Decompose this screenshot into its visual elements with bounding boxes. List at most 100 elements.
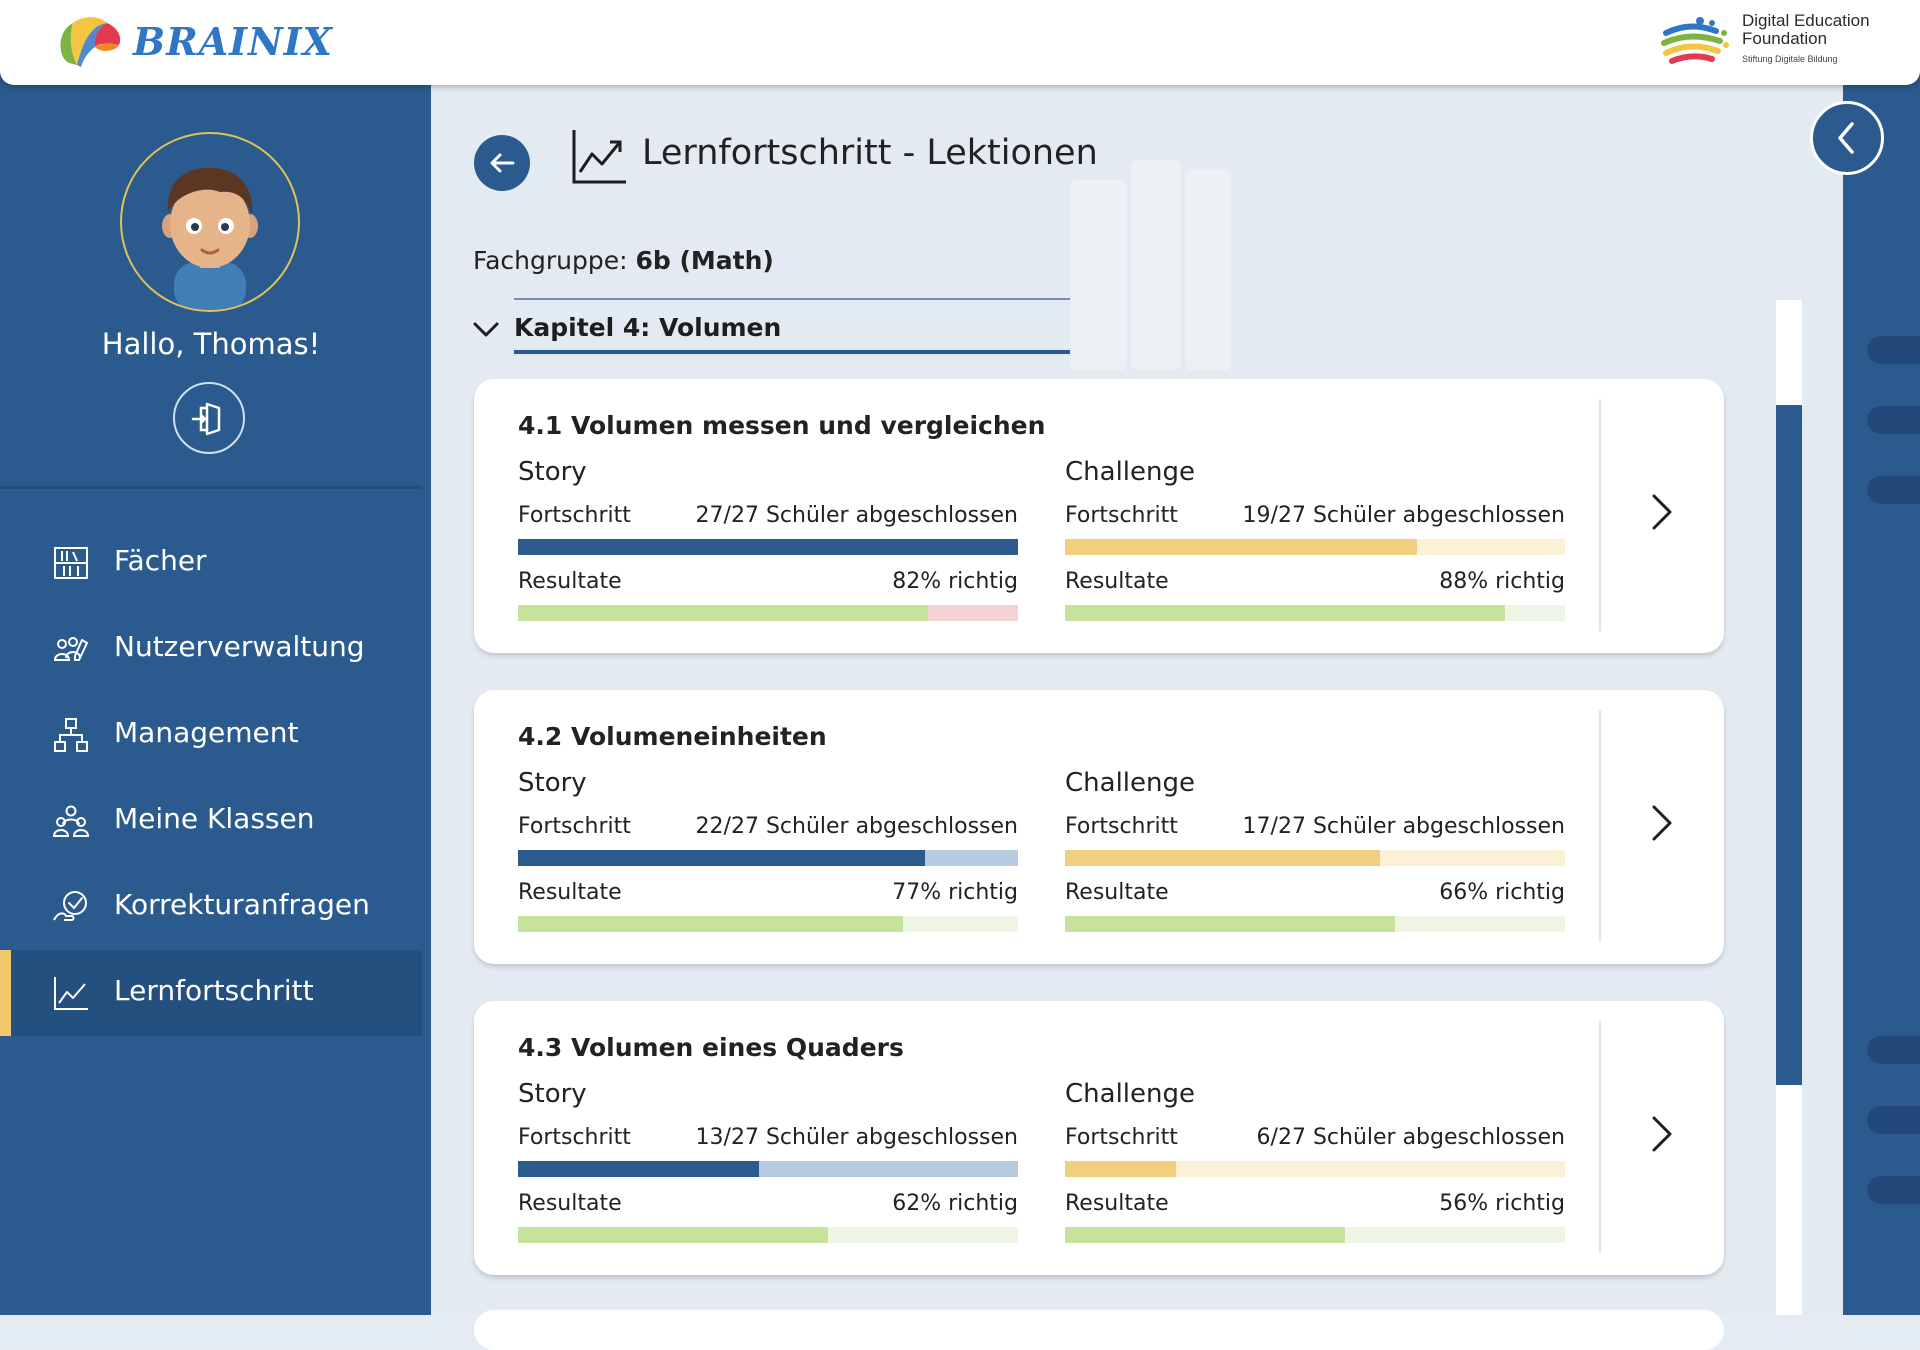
book-shelf-icon	[54, 547, 88, 579]
panel-tab	[1867, 476, 1920, 504]
right-panel-strip	[1843, 70, 1920, 1315]
results-fill	[1065, 1227, 1345, 1243]
sidebar-item-label: Management	[114, 716, 299, 749]
partner-name-line2: Foundation	[1742, 29, 1828, 48]
results-label: Resultate	[518, 569, 622, 594]
story-results-bar	[518, 916, 1018, 932]
progress-label: Fortschritt	[1065, 814, 1178, 839]
chapter-title: Kapitel 4: Volumen	[514, 313, 782, 342]
card-divider	[1599, 710, 1601, 942]
sidebar-item-label: Nutzerverwaltung	[114, 630, 365, 663]
progress-fill	[1065, 850, 1380, 866]
chevron-down-icon	[473, 322, 499, 337]
story-section: Story Fortschritt 13/27 Schüler abgeschl…	[518, 1079, 1018, 1243]
chevron-left-icon	[1838, 122, 1854, 154]
results-label: Resultate	[518, 1191, 622, 1216]
lesson-card[interactable]: 4.2 Volumeneinheiten Story Fortschritt 2…	[474, 690, 1724, 964]
story-progress-bar	[518, 850, 1018, 866]
background-decoration	[1131, 160, 1181, 370]
panel-tab	[1867, 406, 1920, 434]
progress-label: Fortschritt	[518, 814, 631, 839]
sidebar-item-management[interactable]: Management	[0, 692, 422, 778]
panel-tab	[1867, 1036, 1920, 1064]
results-fill	[518, 605, 928, 621]
challenge-progress-bar	[1065, 539, 1565, 555]
panel-tab	[1867, 1176, 1920, 1204]
sidebar-item-lernfortschritt[interactable]: Lernfortschritt	[0, 950, 422, 1036]
page-title: Lernfortschritt - Lektionen	[642, 133, 1098, 173]
story-progress-bar	[518, 1161, 1018, 1177]
challenge-results-bar	[1065, 916, 1565, 932]
results-value: 88% richtig	[1439, 569, 1565, 594]
line-chart-icon	[54, 977, 88, 1010]
chevron-right-icon[interactable]	[1650, 492, 1674, 532]
sidebar-nav: Fächer Nutzerverwaltung Management	[0, 520, 431, 1036]
story-progress-bar	[518, 539, 1018, 555]
lesson-title: 4.3 Volumen eines Quaders	[518, 1033, 904, 1062]
chevron-right-icon[interactable]	[1650, 803, 1674, 843]
results-fill	[518, 916, 903, 932]
story-section: Story Fortschritt 22/27 Schüler abgeschl…	[518, 768, 1018, 932]
partner-logo: Digital Education Foundation Stiftung Di…	[1660, 12, 1870, 68]
progress-label: Fortschritt	[1065, 503, 1178, 528]
scrollbar-thumb[interactable]	[1776, 405, 1802, 1085]
panel-tab	[1867, 336, 1920, 364]
sidebar-item-faecher[interactable]: Fächer	[0, 520, 422, 606]
progress-value: 6/27 Schüler abgeschlossen	[1256, 1125, 1565, 1150]
greeting: Hallo, Thomas!	[101, 327, 321, 361]
lesson-card[interactable]: 4.1 Volumen messen und vergleichen Story…	[474, 379, 1724, 653]
sidebar-item-label: Fächer	[114, 544, 207, 577]
chapter-divider	[514, 298, 1070, 300]
users-edit-icon	[53, 637, 88, 661]
story-heading: Story	[518, 768, 587, 798]
progress-fill	[1065, 1161, 1177, 1177]
challenge-results-bar	[1065, 1227, 1565, 1243]
subject-group-value: 6b (Math)	[635, 246, 774, 275]
check-request-icon	[53, 891, 87, 921]
card-divider	[1599, 399, 1601, 631]
collapse-panel-button[interactable]	[1810, 101, 1884, 175]
lesson-card[interactable]: 4.3 Volumen eines Quaders Story Fortschr…	[474, 1001, 1724, 1275]
lesson-title: 4.1 Volumen messen und vergleichen	[518, 411, 1046, 440]
sidebar-item-meine-klassen[interactable]: Meine Klassen	[0, 778, 422, 864]
sidebar-item-nutzerverwaltung[interactable]: Nutzerverwaltung	[0, 606, 422, 692]
subject-group: Fachgruppe: 6b (Math)	[473, 246, 774, 275]
digital-education-logo-icon	[1661, 17, 1729, 64]
results-fill	[1065, 916, 1395, 932]
background-decoration	[1186, 170, 1231, 370]
lesson-card-partial[interactable]	[474, 1310, 1724, 1350]
results-label: Resultate	[1065, 1191, 1169, 1216]
chevron-right-icon[interactable]	[1650, 1114, 1674, 1154]
brand-name: BRAINIX	[133, 18, 333, 64]
results-label: Resultate	[1065, 880, 1169, 905]
progress-value: 13/27 Schüler abgeschlossen	[695, 1125, 1018, 1150]
sidebar-item-korrekturanfragen[interactable]: Korrekturanfragen	[0, 864, 422, 950]
sidebar-item-label: Lernfortschritt	[114, 974, 314, 1007]
progress-fill	[1065, 539, 1417, 555]
back-button[interactable]	[474, 135, 530, 191]
progress-fill	[518, 1161, 759, 1177]
challenge-progress-bar	[1065, 1161, 1565, 1177]
panel-tab	[1867, 1106, 1920, 1134]
brainix-logo[interactable]: BRAINIX	[55, 13, 333, 69]
results-fill	[1065, 605, 1505, 621]
org-chart-icon	[54, 718, 88, 752]
chapter-toggle[interactable]: Kapitel 4: Volumen	[472, 313, 1070, 353]
story-section: Story Fortschritt 27/27 Schüler abgeschl…	[518, 457, 1018, 621]
story-results-bar	[518, 605, 1018, 621]
results-fill	[518, 1227, 828, 1243]
avatar[interactable]	[120, 132, 300, 312]
story-heading: Story	[518, 1079, 587, 1109]
chapter-underline	[514, 350, 1070, 354]
results-value: 82% richtig	[892, 569, 1018, 594]
challenge-section: Challenge Fortschritt 17/27 Schüler abge…	[1065, 768, 1565, 932]
sidebar: Hallo, Thomas! Fächer	[0, 70, 431, 1315]
logout-button[interactable]	[173, 382, 245, 454]
line-chart-icon	[572, 130, 626, 184]
progress-value: 19/27 Schüler abgeschlossen	[1242, 503, 1565, 528]
background-decoration	[1071, 180, 1126, 370]
results-value: 56% richtig	[1439, 1191, 1565, 1216]
progress-value: 27/27 Schüler abgeschlossen	[695, 503, 1018, 528]
sidebar-divider	[0, 486, 422, 489]
results-label: Resultate	[518, 880, 622, 905]
